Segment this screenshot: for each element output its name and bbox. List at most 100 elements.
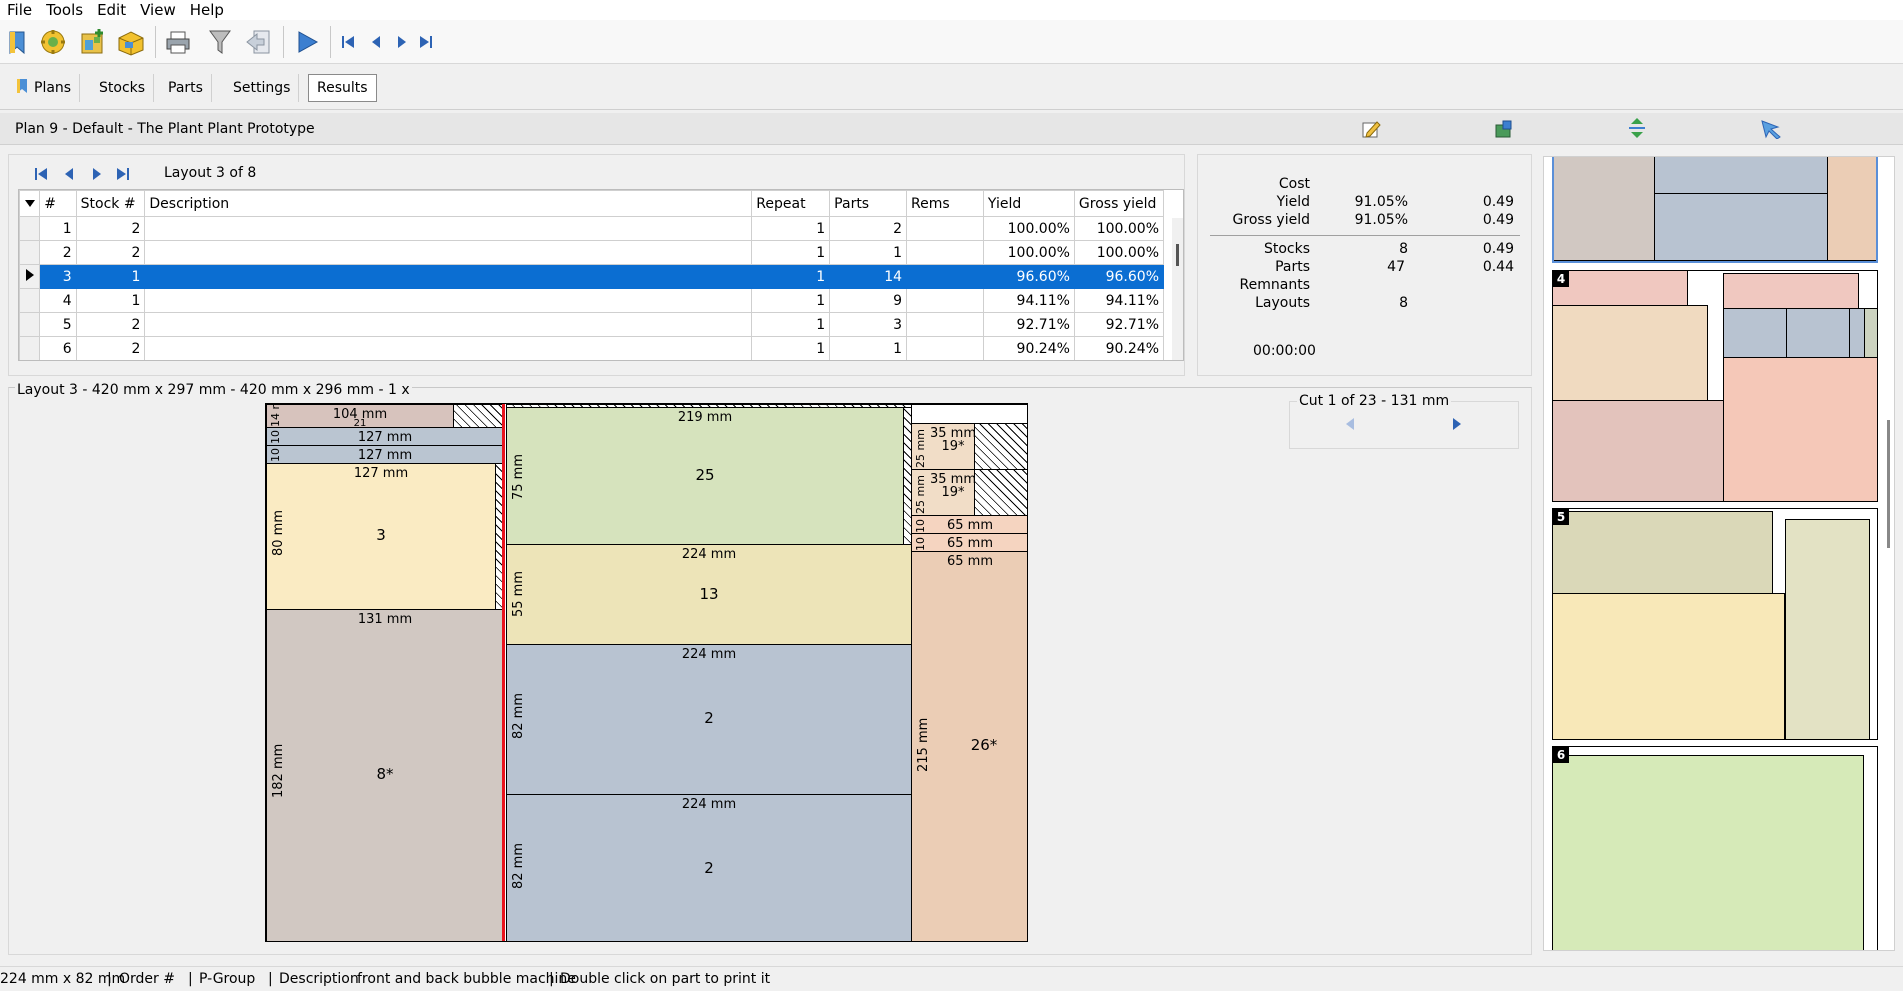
table-row[interactable]: 6 2 1 1 90.24% 90.24% [19, 336, 1165, 360]
part-65b[interactable]: 65 mm 10 [911, 533, 1027, 552]
first-icon[interactable] [336, 27, 360, 57]
tab-stocks[interactable]: Stocks [91, 74, 155, 102]
cell-parts: 2 [829, 216, 908, 241]
yield-value: 91.05% [1354, 194, 1408, 210]
part-19b[interactable]: 35 mm 19* 25 mm [911, 469, 976, 516]
parts-label: Parts [1275, 259, 1310, 275]
last-icon[interactable] [414, 27, 438, 57]
stock-box-icon[interactable] [116, 27, 146, 57]
cell-rems [906, 336, 984, 360]
table-row[interactable]: 5 2 1 3 92.71% 92.71% [19, 312, 1165, 337]
part-3[interactable]: 127 mm 3 80 mm [266, 463, 496, 610]
cell-repeat: 1 [751, 216, 831, 241]
menu-help[interactable]: Help [189, 1, 224, 19]
table-row[interactable]: 2 2 1 1 100.00% 100.00% [19, 240, 1165, 265]
part-127b[interactable]: 127 mm 10 [266, 445, 504, 464]
thumb-part [1786, 308, 1850, 358]
run-play-icon[interactable] [292, 27, 322, 57]
part-25[interactable]: 219 mm 25 75 mm [506, 407, 904, 545]
menu-tools[interactable]: Tools [46, 1, 84, 19]
row-indicator [19, 312, 41, 337]
thumbnail-layout-5[interactable]: 5 [1552, 508, 1878, 740]
next-layout-icon[interactable] [87, 164, 107, 184]
last-layout-icon[interactable] [113, 164, 133, 184]
save-icon[interactable] [1493, 119, 1513, 143]
column-header-repeat[interactable]: Repeat [751, 190, 831, 217]
part-19b-height: 25 mm [914, 475, 927, 514]
cell-number: 1 [39, 216, 77, 241]
part-2a[interactable]: 224 mm 2 82 mm [506, 644, 912, 795]
part-26[interactable]: 65 mm 26* 215 mm [911, 551, 1027, 941]
cell-stock: 2 [75, 312, 146, 337]
menu-file[interactable]: File [7, 1, 33, 19]
expand-vertical-icon[interactable] [1627, 117, 1647, 143]
part-104-height: 14 r [269, 404, 282, 427]
thumbnail-layout-6[interactable]: 6 [1552, 746, 1878, 950]
toolbar [0, 20, 1903, 64]
first-layout-icon[interactable] [31, 164, 51, 184]
next-icon[interactable] [390, 27, 414, 57]
part-2b[interactable]: 224 mm 2 82 mm [506, 794, 912, 941]
cut-line [502, 404, 505, 941]
table-scrollbar[interactable] [1172, 218, 1183, 360]
export-icon[interactable] [243, 27, 273, 57]
part-104[interactable]: 104 mm 21 14 r [266, 404, 454, 429]
table-header-row: # Stock # Description Repeat Parts Rems … [19, 190, 1165, 217]
bookmark-icon[interactable] [2, 27, 32, 57]
thumbnail-number: 6 [1553, 747, 1569, 763]
part-127a[interactable]: 127 mm 10 [266, 427, 504, 446]
column-header-rems[interactable]: Rems [906, 190, 984, 217]
menu-view[interactable]: View [140, 1, 176, 19]
tab-parts[interactable]: Parts [160, 74, 212, 102]
part-19b-width: 35 mm [929, 472, 976, 487]
tab-plans[interactable]: Plans [8, 74, 81, 102]
column-header-description[interactable]: Description [144, 190, 753, 217]
optimize-gear-icon[interactable] [38, 27, 68, 57]
column-menu-icon[interactable] [19, 190, 41, 217]
column-header-number[interactable]: # [39, 190, 77, 217]
previous-cut-icon[interactable] [1344, 417, 1356, 435]
filter-icon[interactable] [205, 27, 235, 57]
thumbnails-scrollbar[interactable] [1887, 420, 1890, 548]
column-header-parts[interactable]: Parts [829, 190, 908, 217]
status-description: front and back bubble machine [357, 971, 576, 987]
part-19a[interactable]: 35 mm 19* 25 mm [911, 423, 976, 470]
table-row[interactable]: 1 2 1 2 100.00% 100.00% [19, 216, 1165, 241]
part-8[interactable]: 131 mm 8* 182 mm [266, 609, 504, 941]
next-cut-icon[interactable] [1451, 417, 1463, 435]
table-row[interactable]: 4 1 1 9 94.11% 94.11% [19, 288, 1165, 313]
stocks-cost: 0.49 [1482, 241, 1514, 257]
part-2b-width: 224 mm [681, 797, 737, 812]
cursor-pointer-icon[interactable] [1760, 119, 1782, 143]
row-indicator [19, 216, 41, 241]
table-scrollbar-thumb[interactable] [1176, 244, 1179, 266]
add-layout-icon[interactable] [78, 27, 108, 57]
previous-icon[interactable] [364, 27, 388, 57]
part-13[interactable]: 224 mm 13 55 mm [506, 544, 912, 645]
cell-gross-yield: 92.71% [1073, 312, 1165, 337]
thumbnail-layout-3[interactable] [1552, 157, 1878, 263]
menu-edit[interactable]: Edit [97, 1, 127, 19]
column-header-yield[interactable]: Yield [982, 190, 1075, 217]
part-65a[interactable]: 65 mm 10 [911, 515, 1027, 534]
column-header-gross-yield[interactable]: Gross yield [1073, 190, 1165, 217]
tab-results[interactable]: Results [308, 74, 377, 102]
print-icon[interactable] [163, 27, 193, 57]
thumbnail-number: 5 [1553, 509, 1569, 525]
gross-yield-value: 91.05% [1354, 212, 1408, 228]
column-header-stock[interactable]: Stock # [75, 190, 146, 217]
layout-thumbnails[interactable]: 4 5 6 [1543, 156, 1895, 951]
layouts-value: 8 [1399, 295, 1408, 311]
layout-drawing[interactable]: 104 mm 21 14 r 127 mm 10 127 mm 10 127 m… [265, 403, 1028, 942]
cell-stock: 2 [75, 336, 146, 360]
part-19a-width: 35 mm [929, 426, 976, 441]
tab-settings[interactable]: Settings [225, 74, 300, 102]
part-3-height: 80 mm [271, 509, 286, 556]
previous-layout-icon[interactable] [59, 164, 79, 184]
table-row-selected[interactable]: 3 1 1 14 96.60% 96.60% [19, 264, 1165, 289]
edit-pencil-icon[interactable] [1361, 119, 1381, 143]
part-65a-width: 65 mm [946, 518, 993, 533]
thumbnail-layout-4[interactable]: 4 [1552, 270, 1878, 502]
thumb-part [1553, 511, 1773, 594]
waste-right-a [974, 423, 1027, 470]
